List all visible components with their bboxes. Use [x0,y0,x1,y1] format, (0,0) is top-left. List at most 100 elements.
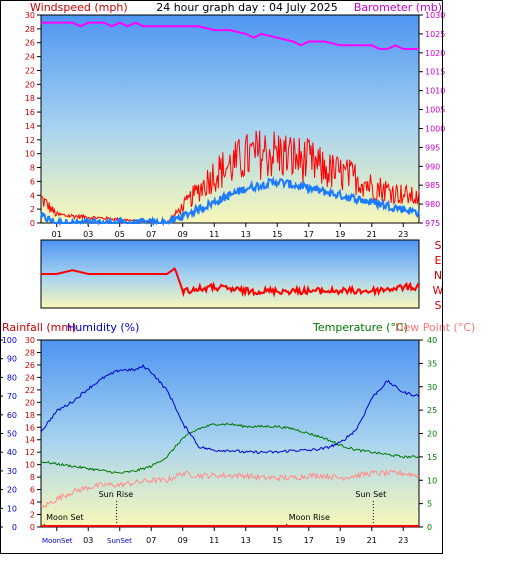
temperature-tick-label: 30 [427,383,437,392]
wind-direction-label: N [434,269,442,282]
hour-tick-label: 13 [241,536,251,545]
temperature-tick-label: 25 [427,406,437,415]
dewpoint-axis-label: Dew Point (°C) [395,321,475,334]
hour-tick-label: 07 [146,536,156,545]
hour-tick-label: 07 [146,230,156,239]
windspeed-axis-label: Windspeed (mph) [30,1,128,14]
humidity-tick-label: 30 [7,467,17,476]
event-label: Moon Rise [289,513,330,522]
humidity-tick-label: 70 [7,392,17,401]
barometer-tick-label: 975 [425,219,440,228]
hour-tick-label: 05 [115,230,125,239]
barometer-axis-label: Barometer (mb) [354,1,442,14]
barometer-tick-label: 1010 [425,87,445,96]
hour-tick-label: 17 [304,536,314,545]
rainfall-tick-label: 16 [25,423,35,432]
wind-series [40,21,420,227]
temperature-humidity-series [40,364,420,527]
rainfall-tick-label: 24 [25,373,35,382]
event-label: Sun Set [355,490,386,499]
rainfall-tick-label: 30 [25,336,35,345]
humidity-tick-label: 80 [7,373,17,382]
dew-point-line [40,468,420,508]
wind-average-line [40,175,420,227]
rainfall-tick-label: 22 [25,386,35,395]
hour-tick-label: 09 [178,536,188,545]
temperature-axis-ticks: 0 5 10 15 20 25 30 35 40 [419,336,437,532]
humidity-tick-label: 40 [7,448,17,457]
wind-gust-line [40,130,420,224]
wind-tick-label: 12 [25,136,35,145]
humidity-line [40,364,420,455]
wind-hour-ticks: 01 03 05 07 09 11 13 15 17 19 21 23 [52,223,408,239]
wind-tick-label: 8 [30,164,35,173]
barometer-tick-label: 1005 [425,106,445,115]
wind-tick-label: 14 [25,122,35,131]
humidity-axis-ticks: 0 10 20 30 40 50 60 70 80 90 100 [0,336,17,532]
barometer-tick-label: 985 [425,181,440,190]
humidity-tick-label: 100 [2,336,17,345]
wind-tick-label: 26 [25,39,35,48]
wind-direction-label: S [435,239,442,252]
rainfall-tick-label: 14 [25,436,35,445]
wind-direction-line [41,267,420,298]
moon-set-axis-label: MoonSet [42,537,73,545]
humidity-axis-label: Humidity (%) [67,321,139,334]
humidity-tick-label: 10 [7,504,17,513]
temperature-hour-ticks: 03 07 09 11 13 15 17 19 21 23 MoonSet SunSet [42,527,408,545]
humidity-tick-label: 50 [7,430,17,439]
wind-tick-label: 24 [25,53,35,62]
barometer-line [41,21,419,50]
barometer-tick-label: 1020 [425,49,445,58]
barometer-tick-label: 1015 [425,68,445,77]
sun-moon-events: Moon Set Sun Rise Moon Rise Sun Set [43,490,386,527]
temperature-tick-label: 40 [427,336,437,345]
rainfall-tick-label: 10 [25,461,35,470]
temperature-line [40,422,420,474]
hour-tick-label: 19 [335,536,345,545]
hour-tick-label: 09 [178,230,188,239]
hour-tick-label: 21 [367,230,377,239]
hour-tick-label: 17 [304,230,314,239]
wind-tick-label: 16 [25,108,35,117]
hour-tick-label: 13 [241,230,251,239]
temperature-tick-label: 5 [427,500,432,509]
humidity-tick-label: 90 [7,355,17,364]
rainfall-tick-label: 6 [30,486,35,495]
hour-tick-label: 15 [272,536,282,545]
wind-tick-label: 30 [25,11,35,20]
humidity-tick-label: 0 [12,523,17,532]
barometer-tick-label: 995 [425,143,440,152]
rainfall-tick-label: 20 [25,398,35,407]
temperature-tick-label: 0 [427,523,432,532]
wind-tick-label: 18 [25,94,35,103]
hour-tick-label: 03 [83,230,93,239]
temperature-tick-label: 15 [427,453,437,462]
rainfall-tick-label: 28 [25,348,35,357]
hour-tick-label: 15 [272,230,282,239]
rainfall-tick-label: 18 [25,411,35,420]
graph-outer-border [0,0,443,554]
rainfall-axis-label: Rainfall (mm) [2,321,76,334]
wind-direction-label: S [435,299,442,312]
wind-tick-label: 28 [25,25,35,34]
graph-title: 24 hour graph day : 04 July 2025 [156,1,338,14]
hour-tick-label: 11 [209,230,219,239]
humidity-tick-label: 60 [7,411,17,420]
sun-set-axis-label: SunSet [107,537,132,545]
rainfall-tick-label: 4 [30,498,35,507]
wind-tick-label: 22 [25,66,35,75]
hour-tick-label: 11 [209,536,219,545]
wind-tick-label: 0 [30,219,35,228]
barometer-tick-label: 980 [425,200,440,209]
wind-direction-label: E [435,254,442,267]
hour-tick-label: 21 [367,536,377,545]
hour-tick-label: 19 [335,230,345,239]
wind-direction-series [41,267,420,298]
wind-direction-label: W [433,284,444,297]
hour-tick-label: 23 [398,536,408,545]
